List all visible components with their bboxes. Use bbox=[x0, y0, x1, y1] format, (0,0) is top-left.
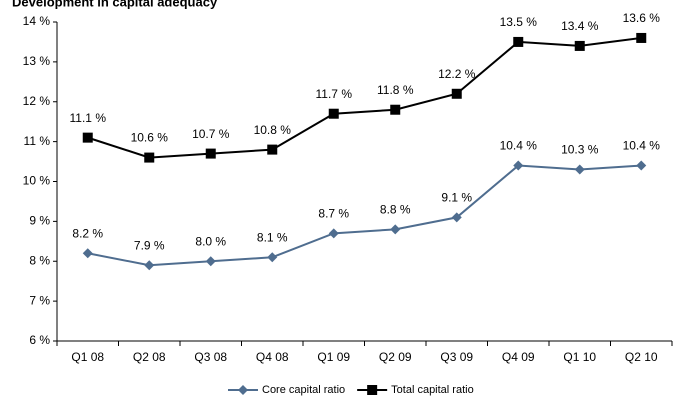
point bbox=[390, 224, 401, 235]
legend-marker bbox=[367, 385, 378, 395]
point bbox=[144, 152, 155, 163]
data-label: 8.1 % bbox=[257, 230, 288, 244]
point bbox=[144, 260, 155, 271]
point bbox=[267, 252, 278, 263]
data-label: 8.8 % bbox=[380, 203, 411, 217]
series-line bbox=[87, 36, 642, 159]
data-label: 10.4 % bbox=[623, 139, 661, 153]
data-label: 10.8 % bbox=[254, 123, 292, 137]
data-label: 11.8 % bbox=[377, 83, 414, 97]
data-label: 13.5 % bbox=[500, 15, 538, 29]
data-label: 13.4 % bbox=[561, 19, 599, 33]
data-label: 10.7 % bbox=[192, 127, 230, 141]
point bbox=[513, 36, 524, 47]
point bbox=[82, 132, 93, 143]
y-tick-label: 13 % bbox=[23, 54, 51, 68]
y-tick-label: 12 % bbox=[23, 94, 51, 108]
y-tick-label: 8 % bbox=[29, 253, 50, 267]
point bbox=[636, 32, 647, 43]
y-tick-label: 6 % bbox=[29, 333, 50, 347]
legend-label: Core capital ratio bbox=[262, 384, 345, 396]
data-label: 13.6 % bbox=[623, 11, 661, 25]
x-tick-label: Q2 09 bbox=[379, 350, 412, 364]
point bbox=[574, 40, 585, 51]
data-label: 9.1 % bbox=[441, 191, 472, 205]
point bbox=[205, 256, 216, 267]
y-tick-label: 14 % bbox=[23, 14, 51, 28]
legend-marker bbox=[238, 385, 248, 395]
point bbox=[205, 148, 216, 159]
data-label: 8.0 % bbox=[195, 234, 226, 248]
point bbox=[267, 144, 278, 155]
series-line bbox=[87, 164, 642, 267]
point bbox=[328, 228, 339, 239]
point bbox=[82, 248, 93, 259]
x-tick-label: Q1 09 bbox=[317, 350, 350, 364]
data-label: 10.4 % bbox=[500, 139, 538, 153]
data-label: 10.6 % bbox=[131, 131, 169, 145]
data-label: 11.7 % bbox=[316, 87, 353, 101]
data-label: 10.3 % bbox=[561, 143, 599, 157]
point bbox=[451, 212, 462, 223]
point bbox=[574, 164, 585, 175]
x-tick-label: Q1 08 bbox=[71, 350, 104, 364]
point bbox=[451, 88, 462, 99]
x-tick-label: Q3 08 bbox=[194, 350, 227, 364]
y-tick-label: 11 % bbox=[24, 134, 51, 148]
y-tick-label: 9 % bbox=[29, 214, 50, 228]
legend-label: Total capital ratio bbox=[391, 384, 474, 396]
x-tick-label: Q1 10 bbox=[563, 350, 596, 364]
x-tick-label: Q4 08 bbox=[256, 350, 289, 364]
x-tick-label: Q3 09 bbox=[440, 350, 473, 364]
point bbox=[636, 160, 647, 171]
x-tick-label: Q2 08 bbox=[133, 350, 166, 364]
data-label: 12.2 % bbox=[438, 67, 476, 81]
chart-title: Development in capital adequacy bbox=[12, 0, 218, 9]
x-tick-label: Q4 09 bbox=[502, 350, 535, 364]
y-tick-label: 7 % bbox=[29, 293, 50, 307]
x-tick-label: Q2 10 bbox=[625, 350, 658, 364]
point bbox=[390, 104, 401, 115]
data-label: 11.1 % bbox=[70, 111, 107, 125]
point bbox=[513, 160, 524, 171]
data-label: 7.9 % bbox=[134, 238, 165, 252]
y-tick-label: 10 % bbox=[23, 174, 51, 188]
point bbox=[328, 108, 339, 119]
data-label: 8.2 % bbox=[72, 226, 103, 240]
data-label: 8.7 % bbox=[318, 207, 349, 221]
